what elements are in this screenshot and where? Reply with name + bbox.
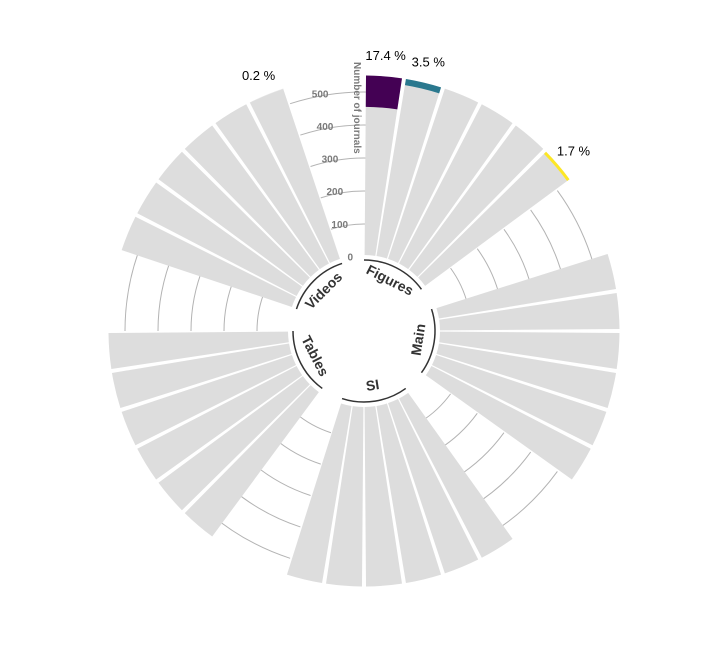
bar [439, 293, 620, 331]
group-arc [363, 259, 423, 290]
y-tick-label: 100 [331, 220, 348, 231]
bar [439, 331, 620, 369]
bar [431, 355, 607, 446]
y-tick-label: 400 [317, 122, 334, 133]
y-axis-title: Number of journals [351, 62, 362, 154]
group-arc [341, 387, 407, 403]
highlight-segments [249, 75, 570, 181]
bar [436, 343, 617, 409]
percentage-label: 0.2 % [242, 68, 276, 83]
group-label: Main [408, 323, 429, 357]
bar [137, 366, 303, 480]
percentage-label: 3.5 % [412, 55, 446, 70]
bar [376, 78, 442, 259]
highlight-bar-segment [543, 151, 570, 181]
percentage-label: 17.4 % [365, 48, 406, 63]
y-tick-label: 200 [327, 187, 344, 198]
bar [399, 392, 513, 558]
bar [286, 403, 352, 584]
bar [436, 253, 617, 319]
bar [364, 406, 402, 587]
y-tick-label: 0 [347, 252, 353, 263]
bar [111, 343, 292, 409]
bar [121, 216, 297, 307]
bar [249, 88, 340, 264]
highlight-bar-segment [249, 88, 284, 103]
group-arcs [292, 259, 436, 403]
highlight-bar-segment [404, 78, 442, 94]
group-label: SI [365, 376, 381, 394]
bar [184, 385, 319, 537]
group-label: Videos [302, 269, 346, 313]
bar [137, 182, 303, 296]
group-arc [295, 262, 343, 310]
bar [425, 366, 591, 480]
bar [121, 355, 297, 446]
bar [418, 151, 570, 286]
bar [364, 75, 402, 256]
bar [158, 151, 310, 286]
y-tick-label: 500 [312, 89, 329, 100]
group-label: Tables [298, 333, 332, 379]
bar [388, 398, 479, 574]
bar [376, 403, 442, 584]
bar [326, 406, 364, 587]
group-arc [292, 330, 323, 390]
bar [409, 125, 544, 277]
bars [108, 75, 620, 587]
bar [184, 125, 319, 277]
bar [388, 88, 479, 264]
bar [215, 104, 329, 270]
highlight-bar-segment [365, 75, 402, 110]
bar [399, 104, 513, 270]
group-arc [420, 308, 436, 374]
bar [108, 331, 289, 369]
y-tick-label: 300 [322, 155, 339, 166]
bar [158, 376, 310, 511]
percentage-label: 1.7 % [557, 144, 591, 159]
